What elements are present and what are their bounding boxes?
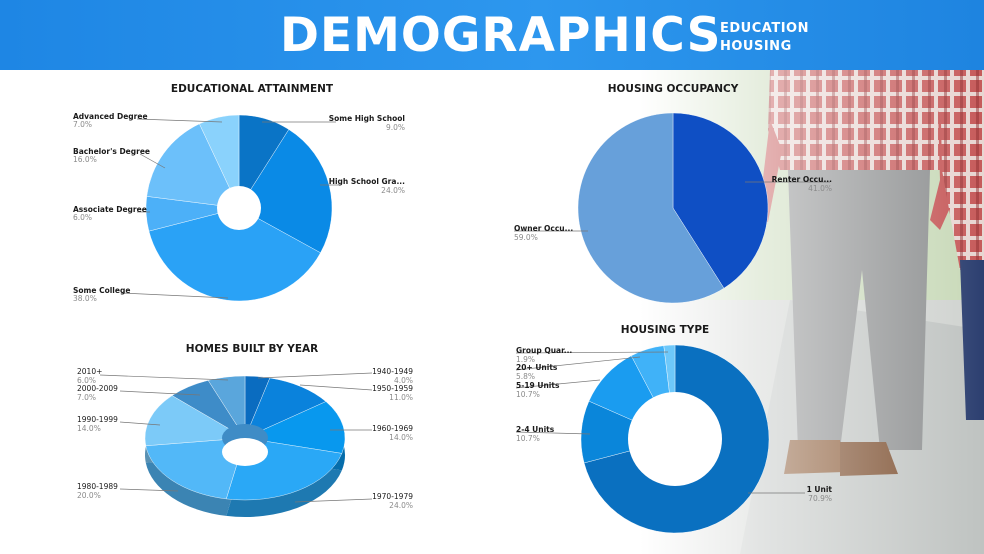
type-pct-4: 1.9%: [516, 355, 535, 364]
occ-pct-1: 59.0%: [514, 233, 538, 242]
subtitle-education: EDUCATION: [720, 21, 809, 36]
built-label-3: 1970-1979: [372, 492, 413, 501]
built-label-0: 1940-1949: [372, 367, 413, 376]
occupancy-slice-1: [577, 112, 725, 304]
type-label-1: 2-4 Units: [516, 425, 555, 434]
built-label-4: 1980-1989: [77, 482, 118, 491]
type-label-4: Group Quar...: [516, 346, 572, 355]
edu-label-1: High School Gra...: [329, 177, 405, 186]
page-title: DEMOGRAPHICS: [280, 8, 722, 63]
occ-label-1: Owner Occu...: [514, 224, 573, 233]
built-label-2: 1960-1969: [372, 424, 413, 433]
chart-occupancy: HOUSING OCCUPANCY Renter Occu... 41.0% O…: [514, 83, 832, 304]
type-pct-3: 5.8%: [516, 372, 535, 381]
type-label-3: 20+ Units: [516, 363, 558, 372]
type-pct-1: 10.7%: [516, 434, 540, 443]
built-label-6: 2000-2009: [77, 384, 118, 393]
built-pct-2: 14.0%: [389, 433, 413, 442]
type-label-0: 1 Unit: [807, 485, 833, 494]
homes-built-slice-4: [145, 437, 246, 500]
edu-label-2: Some College: [73, 286, 130, 295]
education-slice-4: [146, 123, 240, 209]
edu-label-0: Some High School: [329, 114, 405, 123]
type-pct-2: 10.7%: [516, 390, 540, 399]
housing-type-labels: 1 Unit 70.9% 2-4 Units 10.7% 5-19 Units …: [515, 346, 833, 503]
built-pct-5: 14.0%: [77, 424, 101, 433]
edu-pct-3: 6.0%: [73, 213, 92, 222]
occ-pct-0: 41.0%: [808, 184, 832, 193]
homes-built-slice-7: [207, 375, 246, 439]
education-title: EDUCATIONAL ATTAINMENT: [171, 83, 334, 95]
homes-built-slice-1: [244, 377, 327, 439]
education-hole: [217, 186, 261, 230]
type-pct-0: 70.9%: [808, 494, 832, 503]
housing-type-title: HOUSING TYPE: [621, 324, 709, 336]
occupancy-title: HOUSING OCCUPANCY: [608, 83, 739, 95]
edu-pct-1: 24.0%: [381, 186, 405, 195]
occupancy-labels: Renter Occu... 41.0% Owner Occu... 59.0%: [514, 175, 832, 242]
homes-built-labels: 1940-1949 4.0% 1950-1959 11.0% 1960-1969…: [77, 367, 413, 510]
subtitle-housing: HOUSING: [720, 39, 792, 54]
occ-label-0: Renter Occu...: [772, 175, 832, 184]
built-pct-1: 11.0%: [389, 393, 413, 402]
chart-homes-built: HOMES BUILT BY YEAR 1940-1949 4.0% 1950-…: [77, 343, 413, 517]
education-slice-2: [148, 207, 321, 302]
homes-built-slice-5: [144, 395, 246, 446]
edu-label-5: Advanced Degree: [73, 112, 148, 121]
education-slice-5: [199, 114, 240, 209]
chart-education: EDUCATIONAL ATTAINMENT Some High School …: [73, 83, 405, 303]
built-label-1: 1950-1959: [372, 384, 413, 393]
edu-pct-4: 16.0%: [73, 155, 97, 164]
built-label-5: 1990-1999: [77, 415, 118, 424]
built-label-7: 2010+: [77, 367, 102, 376]
edu-pct-2: 38.0%: [73, 294, 97, 303]
built-pct-7: 6.0%: [77, 376, 96, 385]
built-pct-4: 20.0%: [77, 491, 101, 500]
built-pct-3: 24.0%: [389, 501, 413, 510]
homes-built-slice-2: [244, 401, 346, 454]
edu-label-4: Bachelor's Degree: [73, 147, 150, 156]
housing-type-hole: [628, 392, 722, 486]
edu-pct-5: 7.0%: [73, 120, 92, 129]
homes-built-hole: [222, 438, 268, 466]
occupancy-slice-0: [672, 112, 769, 289]
education-labels: Some High School 9.0% High School Gra...…: [73, 112, 405, 303]
edu-label-3: Associate Degree: [73, 205, 147, 214]
edu-pct-0: 9.0%: [386, 123, 405, 132]
type-label-2: 5-19 Units: [516, 381, 560, 390]
header-bar: DEMOGRAPHICS EDUCATION HOUSING: [0, 0, 984, 70]
built-pct-6: 7.0%: [77, 393, 96, 402]
homes-built-title: HOMES BUILT BY YEAR: [186, 343, 318, 355]
chart-housing-type: HOUSING TYPE 1 Unit 70.9% 2-4 Units 10.7…: [515, 324, 833, 534]
built-pct-0: 4.0%: [394, 376, 413, 385]
